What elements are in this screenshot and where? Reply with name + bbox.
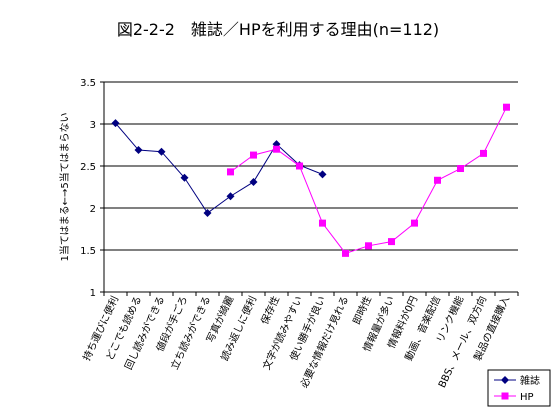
data-point (342, 249, 349, 257)
y-tick-labels: 1 1.5 2 2.5 3 3.5 (80, 78, 96, 299)
data-point (503, 103, 510, 111)
data-point (134, 146, 143, 155)
x-category-label: 保存性 (258, 294, 282, 327)
series-layer (111, 103, 510, 257)
data-point (318, 170, 327, 179)
data-point (457, 165, 464, 173)
y-tick-label: 3.5 (80, 78, 96, 89)
y-axis-label: 1当てはまる←→5当てはまらない (58, 112, 71, 261)
data-point (111, 119, 120, 128)
data-point (157, 147, 166, 156)
legend-label: 雑誌 (520, 374, 540, 387)
data-point (273, 145, 280, 153)
data-point (226, 192, 235, 201)
data-point (388, 238, 395, 246)
data-point (296, 162, 303, 170)
legend-box (487, 369, 551, 407)
y-tick-label: 2 (90, 204, 96, 215)
gridlines (100, 81, 518, 293)
legend: 雑誌 HP (487, 369, 551, 407)
data-point (227, 168, 234, 176)
data-point (250, 151, 257, 159)
series-line-0 (115, 122, 323, 214)
x-category-labels: 持ち運びに便利どこでも読める回し読みができる値段が手ごろ立ち読みができる写真が綺… (80, 294, 512, 390)
chart-title: 図2-2-2 雑誌／HPを利用する理由(n=112) (116, 20, 440, 39)
y-tick-label: 1 (90, 288, 96, 299)
x-category-label: 即時性 (350, 294, 374, 327)
data-point (480, 149, 487, 157)
y-tick-label: 3 (90, 120, 96, 131)
y-tick-label: 1.5 (80, 246, 96, 257)
y-tick-label: 2.5 (80, 162, 96, 173)
data-point (203, 209, 212, 218)
axes (103, 82, 519, 296)
data-point (319, 219, 326, 227)
legend-marker (501, 392, 509, 400)
data-point (365, 242, 372, 250)
data-point (180, 173, 189, 182)
series-line-1 (230, 106, 507, 254)
legend-label: HP (520, 392, 534, 403)
data-point (411, 219, 418, 227)
legend-marker (501, 376, 509, 384)
data-point (434, 176, 441, 184)
data-point (249, 177, 258, 186)
